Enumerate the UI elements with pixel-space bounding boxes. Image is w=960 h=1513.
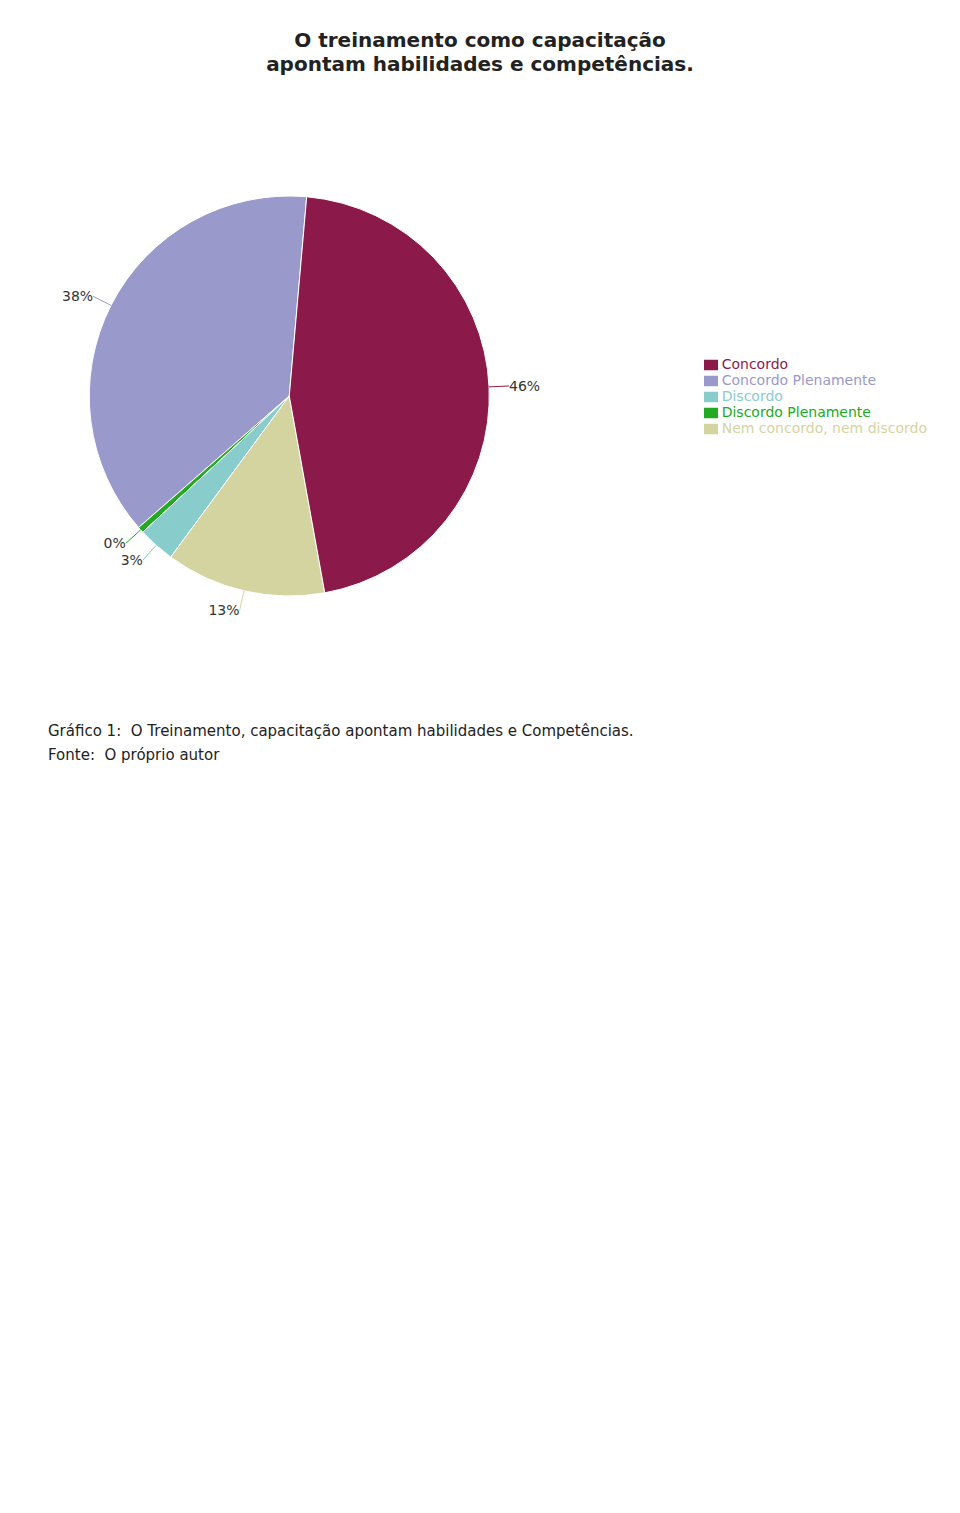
svg-text:13%: 13% bbox=[208, 602, 239, 618]
svg-text:46%: 46% bbox=[509, 378, 540, 394]
html-text:O treinamento como capacitação: O treinamento como capacitação bbox=[294, 28, 666, 52]
html-text:Nem concordo, nem discordo: Nem concordo, nem discordo bbox=[721, 420, 927, 436]
html-text:apontam habilidades e competên: apontam habilidades e competências. bbox=[266, 52, 694, 76]
html-text:Fonte: O próprio autor: Fonte: O próprio autor bbox=[48, 746, 220, 764]
svg-text:38%: 38% bbox=[62, 288, 93, 304]
html-text:Discordo: Discordo bbox=[721, 388, 783, 404]
html-text:Gráfico 1: O Treinamento, capa: Gráfico 1: O Treinamento, capacitação ap… bbox=[48, 722, 634, 740]
svg-text:0%: 0% bbox=[104, 535, 126, 551]
svg-text:3%: 3% bbox=[121, 552, 143, 568]
html-text:Concordo Plenamente: Concordo Plenamente bbox=[721, 372, 877, 388]
html-text:Discordo Plenamente: Discordo Plenamente bbox=[721, 404, 871, 420]
html-text:Concordo: Concordo bbox=[721, 356, 789, 372]
